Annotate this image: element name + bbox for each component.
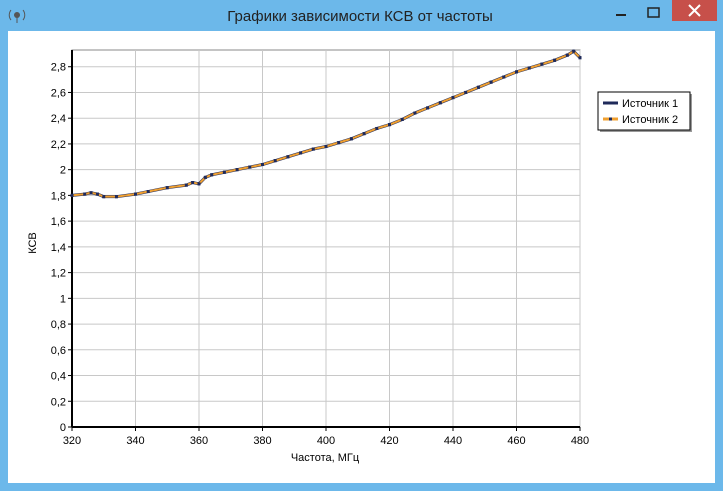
point <box>273 159 277 163</box>
x-tick-label: 340 <box>126 435 144 447</box>
point <box>426 106 430 110</box>
maximize-button[interactable] <box>647 7 660 18</box>
point <box>464 90 468 94</box>
point <box>311 147 315 151</box>
x-tick-label: 460 <box>507 435 525 447</box>
y-tick-label: 2,4 <box>51 113 66 125</box>
legend-marker <box>609 117 612 121</box>
legend-label: Источник 1 <box>622 98 678 110</box>
legend-label: Источник 2 <box>622 114 678 126</box>
x-tick-label: 420 <box>380 435 398 447</box>
y-tick-label: 0,6 <box>51 345 66 357</box>
point <box>184 183 188 187</box>
point <box>197 182 201 186</box>
point <box>102 195 106 199</box>
point <box>89 191 93 195</box>
y-tick-label: 0 <box>60 422 66 434</box>
point <box>83 192 87 196</box>
point <box>349 137 353 141</box>
point <box>476 85 480 89</box>
y-tick-label: 2,2 <box>51 139 66 151</box>
point <box>191 181 195 185</box>
y-tick-label: 2,6 <box>51 87 66 99</box>
point <box>95 192 99 196</box>
point <box>578 56 582 60</box>
app-icon <box>8 9 26 23</box>
point <box>70 193 74 197</box>
y-tick-label: 1,8 <box>51 190 66 202</box>
window-title: Графики зависимости КСВ от частоты <box>227 8 492 25</box>
point <box>515 70 518 74</box>
point <box>572 49 576 53</box>
x-tick-label: 400 <box>317 435 335 447</box>
point <box>286 155 290 159</box>
point <box>438 101 442 105</box>
y-axis-label: КСВ <box>27 232 39 254</box>
point <box>527 66 531 70</box>
point <box>489 80 493 84</box>
point <box>146 190 150 194</box>
x-tick-label: 440 <box>444 435 462 447</box>
y-tick-label: 1,4 <box>51 242 66 254</box>
point <box>400 117 404 121</box>
y-tick-label: 0,8 <box>51 319 66 331</box>
point <box>451 96 455 100</box>
legend-marker <box>609 101 612 105</box>
x-axis-label: Частота, МГц <box>291 452 360 464</box>
y-tick-label: 1,2 <box>51 268 66 280</box>
point <box>362 132 366 136</box>
point <box>299 151 303 155</box>
point <box>388 123 391 127</box>
point <box>222 170 226 174</box>
point <box>134 192 137 196</box>
point <box>203 175 207 179</box>
y-tick-label: 2,8 <box>51 62 66 74</box>
point <box>235 168 239 172</box>
point <box>210 173 214 177</box>
point <box>553 58 557 62</box>
point <box>540 62 544 66</box>
y-tick-label: 0,2 <box>51 396 66 408</box>
y-tick-label: 2 <box>60 165 66 177</box>
x-tick-label: 320 <box>63 435 81 447</box>
y-tick-label: 1 <box>60 293 66 305</box>
point <box>502 75 506 79</box>
point <box>324 145 328 149</box>
point <box>565 53 569 57</box>
y-tick-label: 1,6 <box>51 216 66 228</box>
point <box>375 126 379 130</box>
point <box>413 111 417 115</box>
point <box>261 163 264 167</box>
close-button[interactable] <box>672 0 717 21</box>
legend <box>597 91 691 131</box>
point <box>165 186 169 190</box>
point <box>114 195 118 199</box>
x-tick-label: 480 <box>571 435 589 447</box>
point <box>248 165 252 169</box>
series-line <box>71 50 581 198</box>
x-tick-label: 380 <box>253 435 271 447</box>
x-tick-label: 360 <box>190 435 208 447</box>
point <box>337 141 341 145</box>
y-tick-label: 0,4 <box>51 371 66 383</box>
